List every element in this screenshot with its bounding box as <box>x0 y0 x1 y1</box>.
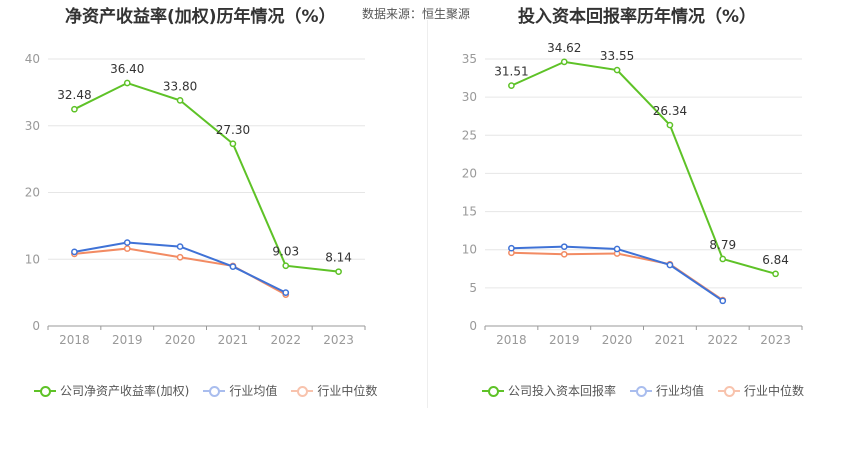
x-tick-label: 2021 <box>655 333 686 347</box>
legend-line-icon <box>718 385 741 397</box>
panel-divider <box>427 20 428 408</box>
y-tick-label: 5 <box>469 281 477 295</box>
y-tick-label: 35 <box>462 52 477 66</box>
y-tick-label: 20 <box>25 186 40 200</box>
data-point-company <box>335 268 342 276</box>
y-tick-label: 30 <box>462 90 477 104</box>
y-tick-label: 25 <box>462 128 477 142</box>
legend-roic: 公司投入资本回报率 行业均值 行业中位数 <box>482 382 818 399</box>
legend-line-icon <box>203 385 226 397</box>
data-source-note: 数据来源：恒生聚源 <box>362 7 471 21</box>
legend-line-icon <box>34 385 56 397</box>
x-tick-label: 2022 <box>707 333 738 347</box>
data-label: 26.34 <box>653 104 687 118</box>
data-point-avg <box>666 261 674 269</box>
y-tick-label: 0 <box>469 319 477 333</box>
y-tick-label: 40 <box>25 52 40 66</box>
legend-label: 公司投入资本回报率 <box>508 384 617 398</box>
data-point-company <box>613 66 621 74</box>
legend-line-icon <box>630 385 653 397</box>
series-line-median <box>511 251 724 301</box>
data-label: 36.40 <box>110 62 144 76</box>
legend-item-median[interactable]: 行业中位数 <box>291 382 377 399</box>
legend-item-avg[interactable]: 行业均值 <box>203 382 277 399</box>
legend-item-median[interactable]: 行业中位数 <box>718 382 804 399</box>
data-point-company <box>508 82 515 89</box>
data-point-company <box>719 255 727 263</box>
data-point-company <box>123 79 131 87</box>
x-tick-label: 2022 <box>270 333 301 347</box>
legend-line-icon <box>482 385 504 397</box>
data-point-avg <box>560 243 568 251</box>
data-point-avg <box>229 263 237 270</box>
data-label: 27.30 <box>216 123 250 137</box>
data-label: 8.14 <box>325 251 352 265</box>
data-label: 9.03 <box>272 245 299 259</box>
data-label: 32.48 <box>57 88 91 102</box>
data-label: 34.62 <box>547 41 581 55</box>
series-line-company <box>511 60 776 275</box>
legend-label: 行业均值 <box>656 384 705 398</box>
data-point-company <box>71 105 78 113</box>
data-point-avg <box>282 289 290 296</box>
data-point-avg <box>176 243 184 250</box>
legend-item-company[interactable]: 公司投入资本回报率 <box>482 382 616 399</box>
legend-label: 公司净资产收益率(加权) <box>60 384 190 398</box>
data-point-company <box>176 97 184 104</box>
data-point-avg <box>719 297 727 305</box>
x-tick-label: 2020 <box>165 333 196 347</box>
x-tick-label: 2019 <box>549 333 580 347</box>
data-label: 33.80 <box>163 79 197 93</box>
data-point-median <box>560 250 568 258</box>
x-tick-label: 2020 <box>602 333 633 347</box>
data-label: 31.51 <box>494 65 528 79</box>
data-point-company <box>666 121 674 129</box>
x-tick-label: 2018 <box>496 333 527 347</box>
chart-title-roic: 投入资本回报率历年情况（%） <box>518 7 757 27</box>
data-point-company <box>282 262 290 270</box>
x-tick-label: 2021 <box>218 333 249 347</box>
legend-label: 行业中位数 <box>744 384 805 398</box>
data-label: 33.55 <box>600 49 634 63</box>
legend-line-icon <box>291 385 314 397</box>
data-point-avg <box>613 245 621 253</box>
data-label: 6.84 <box>762 253 789 267</box>
x-tick-label: 2023 <box>323 333 354 347</box>
data-point-avg <box>71 248 78 256</box>
series-line-company <box>73 81 339 273</box>
y-tick-label: 20 <box>462 166 477 180</box>
data-point-company <box>772 270 779 278</box>
y-tick-label: 10 <box>462 243 477 257</box>
data-point-company <box>560 58 568 66</box>
legend-item-avg[interactable]: 行业均值 <box>630 382 704 399</box>
y-tick-label: 10 <box>25 252 40 266</box>
y-tick-label: 0 <box>32 319 40 333</box>
data-point-company <box>229 140 237 148</box>
data-point-avg <box>123 239 131 246</box>
x-tick-label: 2018 <box>59 333 90 347</box>
data-point-median <box>123 245 131 252</box>
data-label: 8.79 <box>709 238 736 252</box>
y-tick-label: 15 <box>462 205 477 219</box>
data-point-avg <box>508 244 515 252</box>
legend-label: 行业中位数 <box>317 384 378 398</box>
y-tick-label: 30 <box>25 119 40 133</box>
legend-item-company[interactable]: 公司净资产收益率(加权) <box>34 382 189 399</box>
x-tick-label: 2023 <box>760 333 791 347</box>
data-point-median <box>176 253 184 261</box>
legend-label: 行业均值 <box>229 384 278 398</box>
x-tick-label: 2019 <box>112 333 143 347</box>
legend-roe: 公司净资产收益率(加权) 行业均值 行业中位数 <box>34 382 391 399</box>
chart-title-roe: 净资产收益率(加权)历年情况（%） <box>65 7 336 27</box>
